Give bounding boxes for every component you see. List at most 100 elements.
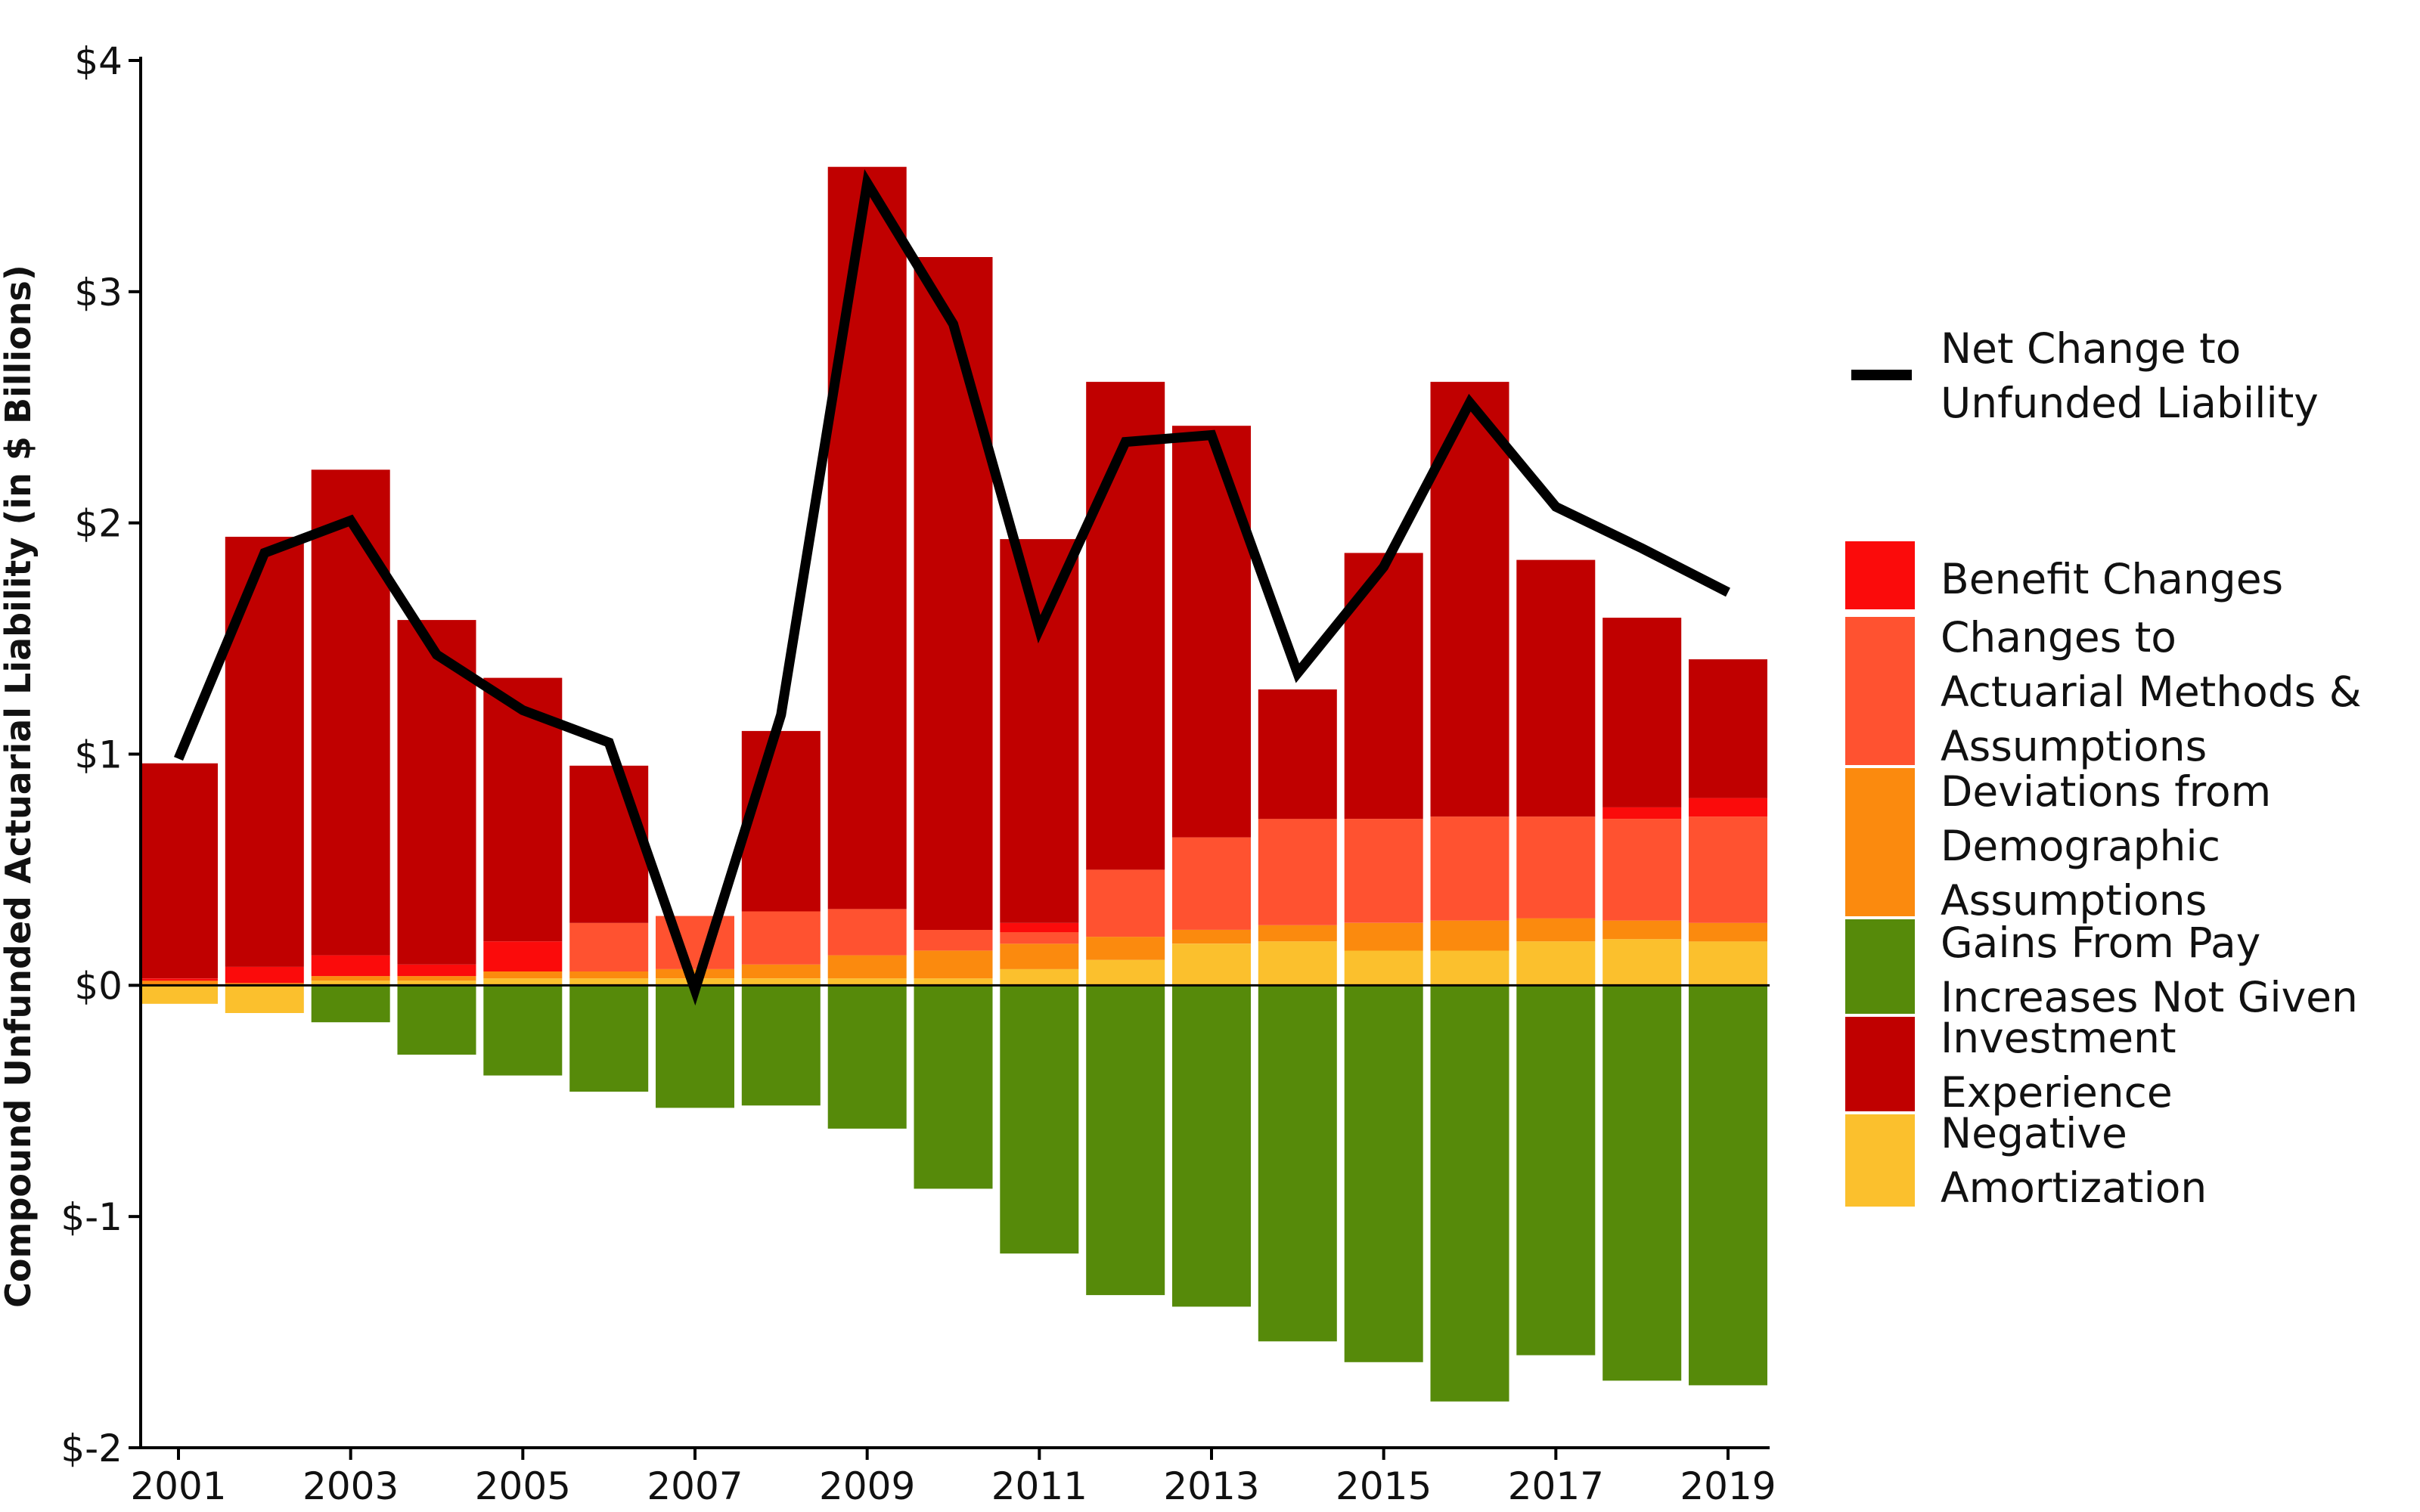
bar-segment-2009-deviations-from-demographic-assumptions	[827, 955, 907, 979]
bar-segment-2013-changes-to-actuarial-methods-assumptions	[1172, 837, 1251, 930]
bar-segment-2012-changes-to-actuarial-methods-assumptions	[1086, 869, 1165, 937]
y-tick-label: $2	[74, 502, 123, 546]
bar-segment-2007-gains-from-pay-increases-not-given	[656, 985, 734, 1108]
bar-segment-2003-investment-experience	[311, 469, 390, 956]
legend-swatch-changes-to-actuarial-methods-assumptions	[1845, 617, 1915, 765]
bar-segment-2018-benefit-changes	[1602, 807, 1682, 820]
bar-segment-2019-negative-amortization	[1689, 941, 1767, 986]
x-tick-label: 2005	[475, 1464, 571, 1508]
bar-segment-2018-gains-from-pay-increases-not-given	[1602, 985, 1682, 1381]
legend-swatch-benefit-changes	[1845, 541, 1915, 609]
bar-segment-2001-benefit-changes	[139, 978, 218, 981]
legend-label: Gains From Pay	[1941, 919, 2260, 967]
bar-segment-2016-negative-amortization	[1430, 950, 1509, 986]
x-tick-label: 2013	[1163, 1464, 1259, 1508]
bar-segment-2015-investment-experience	[1344, 553, 1423, 820]
x-tick-label: 2009	[819, 1464, 915, 1508]
legend-swatch-negative-amortization	[1845, 1114, 1915, 1207]
legend-label: Demographic	[1941, 822, 2220, 870]
bar-segment-2017-changes-to-actuarial-methods-assumptions	[1516, 816, 1596, 919]
x-tick-label: 2007	[647, 1464, 743, 1508]
bar-segment-2008-gains-from-pay-increases-not-given	[741, 985, 821, 1106]
bar-segment-2011-deviations-from-demographic-assumptions	[1000, 943, 1079, 969]
bar-segment-2006-gains-from-pay-increases-not-given	[569, 985, 649, 1092]
bar-segment-2004-negative-amortization	[397, 981, 476, 986]
bar-segment-2012-deviations-from-demographic-assumptions	[1086, 937, 1165, 960]
axes-layer: $-2 $-1 $0 $1 $2 $3 $4 2001 2003 2005 2007 2009 2011…	[60, 39, 1776, 1508]
bar-segment-2006-deviations-from-demographic-assumptions	[569, 971, 649, 979]
bar-segment-2003-negative-amortization	[311, 981, 390, 986]
bar-segment-2004-gains-from-pay-increases-not-given	[397, 985, 476, 1055]
bar-segment-2014-negative-amortization	[1258, 941, 1337, 986]
bar-segment-2018-investment-experience	[1602, 618, 1682, 807]
bar-segment-2014-changes-to-actuarial-methods-assumptions	[1258, 819, 1337, 925]
bar-segment-2014-gains-from-pay-increases-not-given	[1258, 985, 1337, 1342]
bar-segment-2014-deviations-from-demographic-assumptions	[1258, 925, 1337, 942]
legend-swatch-gains-from-pay-increases-not-given	[1845, 919, 1915, 1014]
legend-label: Deviations from	[1941, 767, 2271, 816]
bar-segment-2008-negative-amortization	[741, 978, 821, 986]
legend-label: Experience	[1941, 1068, 2173, 1117]
bar-segment-2002-investment-experience	[225, 537, 304, 967]
y-tick-label: $0	[74, 964, 123, 1008]
bar-segment-2006-changes-to-actuarial-methods-assumptions	[569, 922, 649, 971]
bar-segment-2004-deviations-from-demographic-assumptions	[397, 976, 476, 981]
bar-segment-2010-negative-amortization	[914, 978, 993, 986]
bars-layer	[139, 166, 1767, 1402]
bar-segment-2013-deviations-from-demographic-assumptions	[1172, 929, 1251, 944]
y-tick-label: $-2	[60, 1427, 123, 1470]
bar-segment-2006-investment-experience	[569, 765, 649, 923]
net-change-line-layer	[174, 169, 1730, 1006]
bar-segment-2010-gains-from-pay-increases-not-given	[914, 985, 993, 1189]
legend-label: Amortization	[1941, 1163, 2207, 1212]
bar-segment-2005-negative-amortization	[483, 978, 563, 986]
bar-segment-2006-negative-amortization	[569, 978, 649, 986]
bar-segment-2003-deviations-from-demographic-assumptions	[311, 976, 390, 981]
bar-segment-2019-gains-from-pay-increases-not-given	[1689, 985, 1767, 1386]
bar-segment-2002-benefit-changes	[225, 966, 304, 984]
bar-segment-2017-gains-from-pay-increases-not-given	[1516, 985, 1596, 1356]
bar-segment-2016-gains-from-pay-increases-not-given	[1430, 985, 1509, 1402]
bar-segment-2019-benefit-changes	[1689, 798, 1767, 817]
legend-label: Changes to	[1941, 613, 2176, 662]
bar-segment-2013-investment-experience	[1172, 426, 1251, 838]
bar-segment-2019-changes-to-actuarial-methods-assumptions	[1689, 816, 1767, 923]
bar-segment-2019-deviations-from-demographic-assumptions	[1689, 922, 1767, 942]
legend-label: Investment	[1941, 1014, 2176, 1062]
bar-segment-2003-benefit-changes	[311, 955, 390, 977]
x-tick-label: 2001	[130, 1464, 226, 1508]
bar-segment-2011-investment-experience	[1000, 539, 1079, 923]
net-change-line	[174, 169, 1730, 1006]
bar-segment-2017-investment-experience	[1516, 559, 1596, 817]
bar-segment-2013-negative-amortization	[1172, 943, 1251, 986]
bar-segment-2016-deviations-from-demographic-assumptions	[1430, 920, 1509, 951]
bar-segment-2012-investment-experience	[1086, 382, 1165, 870]
bar-segment-2013-gains-from-pay-increases-not-given	[1172, 985, 1251, 1307]
bar-segment-2011-benefit-changes	[1000, 922, 1079, 932]
bar-segment-2012-gains-from-pay-increases-not-given	[1086, 985, 1165, 1296]
bar-segment-2018-deviations-from-demographic-assumptions	[1602, 920, 1682, 940]
legend-label: Increases Not Given	[1941, 973, 2358, 1021]
bar-segment-2001-deviations-from-demographic-assumptions	[139, 981, 218, 986]
bar-segment-2014-investment-experience	[1258, 689, 1337, 820]
bar-segment-2008-investment-experience	[741, 730, 821, 912]
bar-segment-2001-negative-amortization	[139, 985, 218, 1004]
bar-segment-2005-gains-from-pay-increases-not-given	[483, 985, 563, 1076]
y-tick-label: $-1	[60, 1195, 123, 1239]
bar-segment-2008-changes-to-actuarial-methods-assumptions	[741, 911, 821, 965]
legend: Net Change to Unfunded Liability Benefit C…	[1845, 324, 2362, 1212]
legend-swatch-deviations-from-demographic-assumptions	[1845, 768, 1915, 916]
bar-segment-2011-negative-amortization	[1000, 968, 1079, 986]
legend-line-label: Unfunded Liability	[1941, 379, 2319, 427]
legend-label: Actuarial Methods &	[1941, 668, 2362, 716]
legend-line-label: Net Change to	[1941, 324, 2241, 373]
bar-segment-2008-deviations-from-demographic-assumptions	[741, 964, 821, 979]
bar-segment-2003-gains-from-pay-increases-not-given	[311, 985, 390, 1023]
y-tick-label: $1	[74, 733, 123, 777]
bar-segment-2019-investment-experience	[1689, 659, 1767, 798]
bar-segment-2009-changes-to-actuarial-methods-assumptions	[827, 909, 907, 956]
bar-segment-2016-changes-to-actuarial-methods-assumptions	[1430, 816, 1509, 921]
bar-segment-2012-negative-amortization	[1086, 959, 1165, 986]
bar-segment-2010-deviations-from-demographic-assumptions	[914, 950, 993, 979]
